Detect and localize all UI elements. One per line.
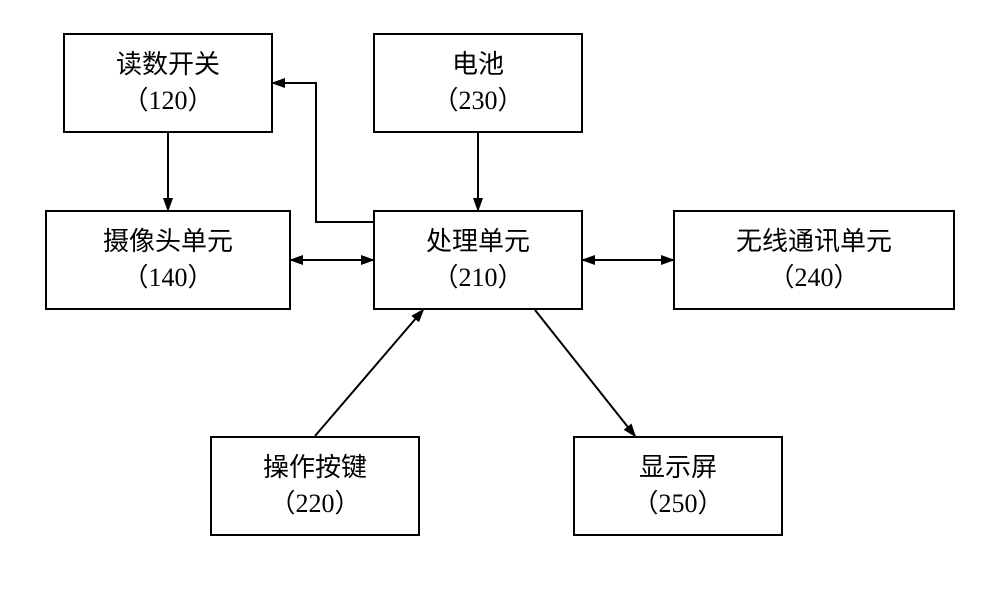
node-operation-keys: 操作按键 （220） [210, 436, 420, 536]
node-read-switch: 读数开关 （120） [63, 33, 273, 133]
node-label: 摄像头单元 [103, 224, 233, 260]
edge-210-120 [273, 83, 373, 222]
node-label: 电池 [452, 47, 504, 83]
node-label: 读数开关 [116, 47, 220, 83]
node-code: （230） [432, 83, 523, 119]
node-label: 显示屏 [639, 450, 717, 486]
node-code: （210） [432, 260, 523, 296]
node-label: 处理单元 [426, 224, 530, 260]
node-code: （220） [269, 486, 360, 522]
node-battery: 电池 （230） [373, 33, 583, 133]
node-wireless-unit: 无线通讯单元 （240） [673, 210, 955, 310]
node-code: （250） [632, 486, 723, 522]
node-camera-unit: 摄像头单元 （140） [45, 210, 291, 310]
node-label: 无线通讯单元 [736, 224, 892, 260]
node-display: 显示屏 （250） [573, 436, 783, 536]
edge-210-250 [535, 310, 635, 436]
edge-220-210 [315, 310, 423, 436]
node-processing-unit: 处理单元 （210） [373, 210, 583, 310]
node-code: （120） [122, 83, 213, 119]
node-label: 操作按键 [263, 450, 367, 486]
node-code: （240） [768, 260, 859, 296]
node-code: （140） [122, 260, 213, 296]
